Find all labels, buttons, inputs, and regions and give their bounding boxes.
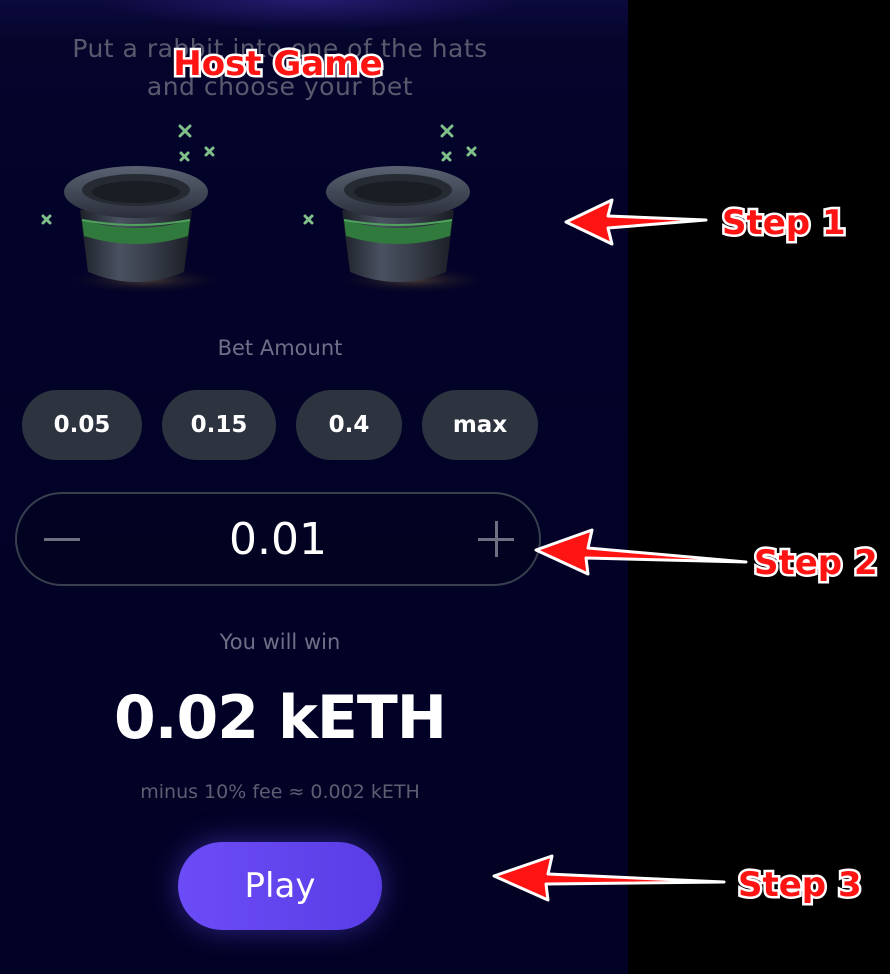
- step-2-label: Step 2: [752, 541, 881, 586]
- play-button[interactable]: Play: [178, 842, 382, 930]
- bet-preset-max[interactable]: max: [422, 390, 538, 460]
- sparkle-icon: [41, 124, 215, 225]
- plus-icon[interactable]: [471, 514, 521, 564]
- hat-left[interactable]: [36, 112, 236, 302]
- bet-stepper: [15, 492, 541, 586]
- step-3-label: Step 3: [736, 863, 865, 908]
- fee-note: minus 10% fee ≈ 0.002 kETH: [140, 781, 420, 803]
- game-panel: Put a rabbit into one of the hats and ch…: [0, 0, 628, 974]
- instruction-text: Put a rabbit into one of the hats and ch…: [72, 34, 488, 101]
- bet-preset-0-15[interactable]: 0.15: [162, 390, 276, 460]
- top-hat-icon: [41, 124, 228, 294]
- panel-glow: [100, 0, 520, 30]
- top-hat-icon: [303, 124, 493, 294]
- arrow-left-icon: [530, 520, 750, 580]
- bet-amount-input[interactable]: [117, 494, 439, 586]
- arrow-left-icon: [560, 190, 710, 250]
- bet-preset-0-4[interactable]: 0.4: [296, 390, 402, 460]
- bet-amount-label: Bet Amount: [217, 336, 343, 360]
- bet-preset-0-05[interactable]: 0.05: [22, 390, 142, 460]
- win-label: You will win: [219, 630, 341, 654]
- minus-icon[interactable]: [37, 514, 87, 564]
- step-1-label: Step 1: [720, 201, 849, 246]
- sparkle-icon: [303, 124, 477, 225]
- win-amount: 0.02 kETH: [114, 683, 447, 753]
- overlay-title: Host Game: [171, 42, 385, 87]
- arrow-left-icon: [488, 848, 728, 908]
- hat-right[interactable]: [298, 112, 498, 302]
